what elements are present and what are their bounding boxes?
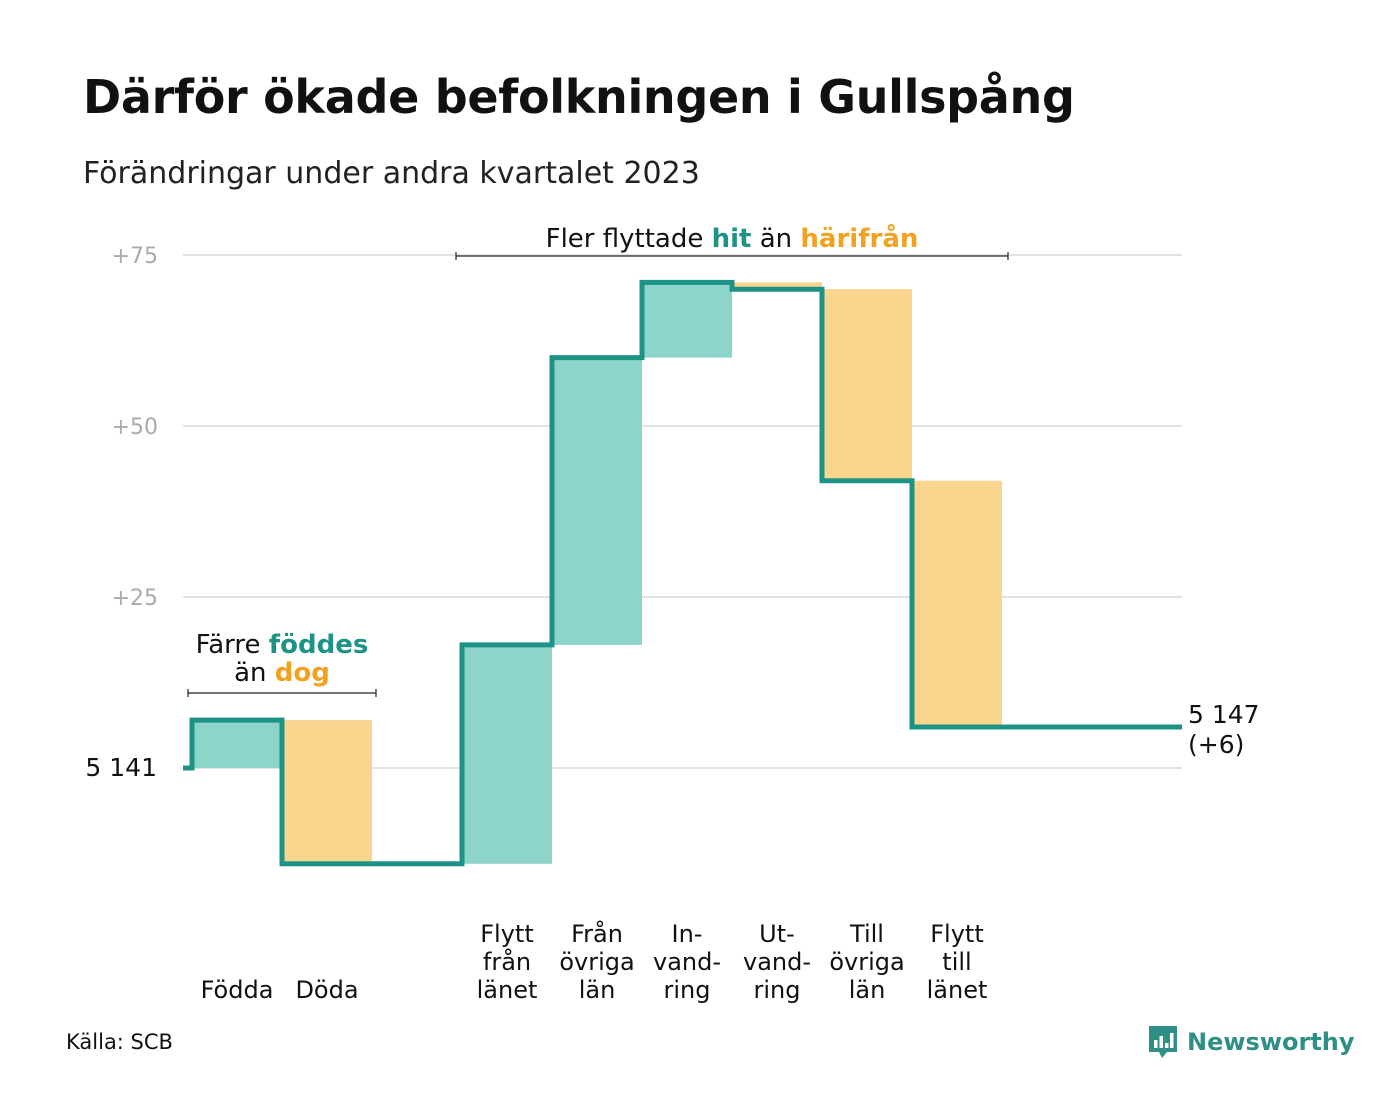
category-label: Flytt: [480, 920, 534, 948]
category-label: till: [942, 948, 971, 976]
annotation-orange-text: härifrån: [800, 222, 918, 254]
category-label: ring: [754, 976, 801, 1004]
annotation-plain-text: Fler flyttade: [546, 224, 712, 254]
category-label: län: [849, 976, 886, 1004]
annotation-teal-text: hit: [712, 224, 752, 254]
chart-title: Därför ökade befolkningen i Gullspång: [83, 70, 1075, 124]
decrease-bar: [912, 480, 1002, 727]
increase-bar: [642, 282, 732, 358]
annotation-moves-line1: Fler flyttade hit än härifrån: [546, 222, 919, 254]
running-total-line: [183, 279, 1182, 867]
category-label: Från: [571, 919, 623, 948]
running-total-path: [183, 279, 1182, 867]
category-label: Flytt: [930, 920, 984, 948]
y-tick-label: +50: [112, 415, 158, 440]
start-value-label: 5 141: [85, 753, 157, 782]
annotation-orange-text: dog: [275, 658, 330, 688]
annotation-plain-text: än: [751, 224, 800, 254]
chart-subtitle: Förändringar under andra kvartalet 2023: [83, 156, 700, 191]
newsworthy-logo-icon: [1149, 1026, 1177, 1058]
category-label: övriga: [829, 948, 904, 976]
increase-bar: [462, 644, 552, 864]
category-label: vand-: [653, 948, 721, 976]
y-tick-label: +75: [112, 244, 158, 269]
annotation-teal-text: föddes: [269, 630, 369, 660]
category-label: Ut-: [759, 920, 795, 948]
category-label: övriga: [559, 948, 634, 976]
decrease-bar: [732, 282, 822, 290]
category-label: länet: [477, 976, 538, 1004]
annotation-plain-text: Färre: [196, 630, 269, 660]
increase-bar: [192, 720, 282, 768]
category-label: Till: [849, 920, 884, 948]
end-change-label: (+6): [1188, 730, 1244, 759]
annotation-plain-text: än: [234, 658, 275, 688]
category-label: Födda: [201, 976, 274, 1004]
brand-name: Newsworthy: [1187, 1028, 1355, 1056]
decrease-bar: [822, 289, 912, 481]
category-label: In-: [672, 920, 703, 948]
y-tick-label: +25: [112, 586, 158, 611]
category-label: från: [483, 947, 531, 976]
end-value-label: 5 147: [1188, 700, 1260, 729]
bars: [192, 282, 1002, 864]
category-label: län: [579, 976, 616, 1004]
category-label: Döda: [295, 976, 358, 1004]
source-credit: Källa: SCB: [66, 1030, 173, 1054]
increase-bar: [552, 357, 642, 645]
brand-logo[interactable]: Newsworthy: [1147, 1024, 1355, 1060]
category-label: länet: [927, 976, 988, 1004]
annotation-births-line1: Färre föddes: [196, 630, 369, 660]
annotation-births-line2: än dog: [234, 658, 330, 688]
decrease-bar: [282, 720, 372, 864]
category-label: ring: [664, 976, 711, 1004]
category-label: vand-: [743, 948, 811, 976]
